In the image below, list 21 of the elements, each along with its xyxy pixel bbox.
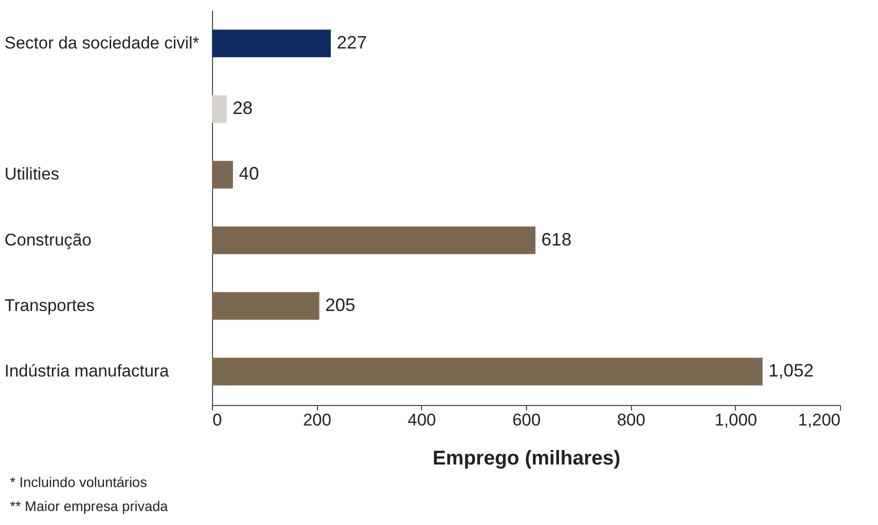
y-tick-label: Transportes — [4, 296, 95, 315]
x-tick-label: 1,000 — [714, 410, 758, 430]
text: * Incluindo voluntários — [10, 473, 148, 492]
x-tick-label: 600 — [512, 410, 541, 430]
x-tick-label: 800 — [616, 410, 646, 430]
data-label: 227 — [336, 32, 367, 52]
y-tick-label: Utilities — [4, 164, 60, 184]
data-label: 28 — [232, 98, 253, 118]
text: ** Maior empresa privada — [10, 497, 168, 516]
data-label: 40 — [238, 164, 259, 184]
x-tick-label: 0 — [212, 410, 222, 430]
x-tick-label: 200 — [302, 410, 332, 430]
x-tick-label: 400 — [408, 410, 436, 430]
x-axis-title: Emprego (milhares) — [432, 448, 620, 470]
y-tick-label: Construção — [4, 230, 92, 250]
data-label: 205 — [325, 294, 356, 315]
data-label: 618 — [541, 229, 572, 250]
y-tick-label: Sector da sociedade civil* — [4, 33, 200, 52]
data-label: 1,052 — [768, 360, 814, 381]
x-tick-label: 1,200 — [798, 410, 840, 430]
y-tick-label: Indústria manufactura — [4, 362, 170, 381]
